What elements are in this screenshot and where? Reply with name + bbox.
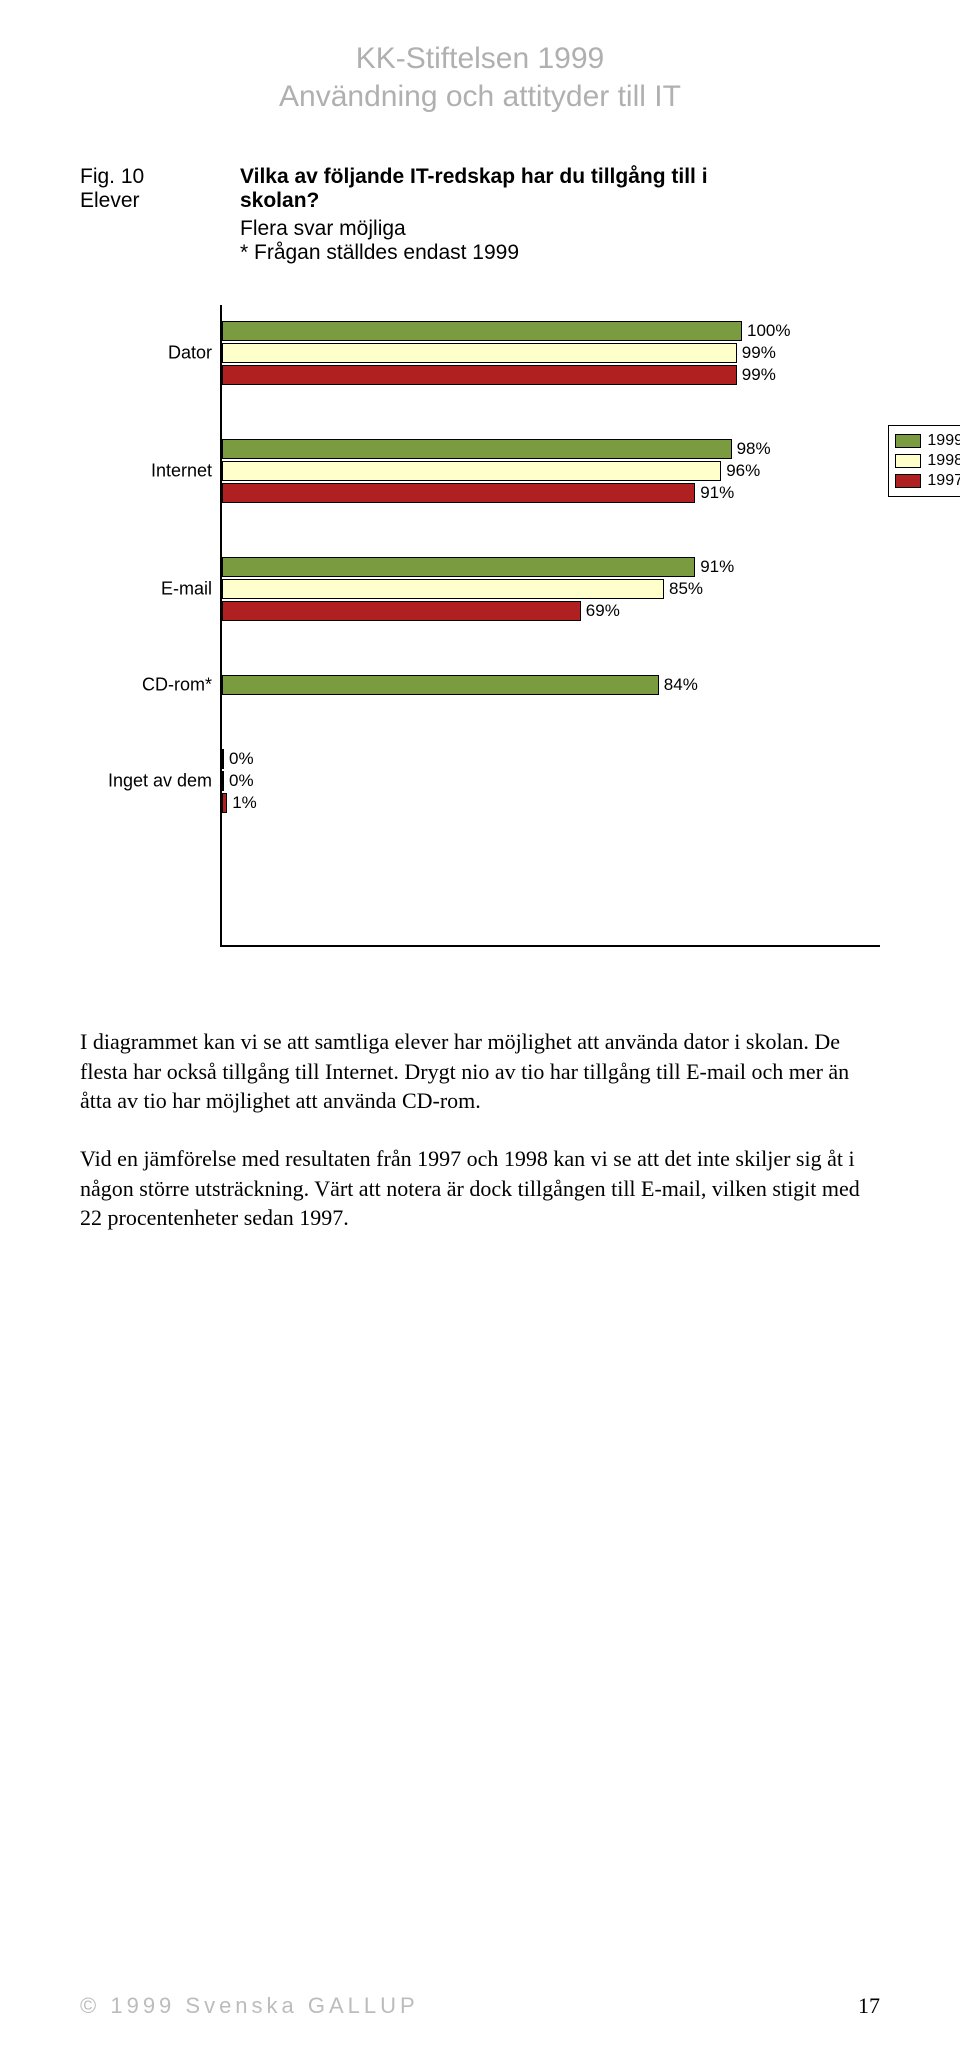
chart-bar-value: 99%	[742, 343, 776, 363]
chart-bar: 91%	[222, 557, 695, 577]
chart-bar: 0%	[222, 771, 224, 791]
figure-title-col: Vilka av följande IT-redskap har du till…	[240, 165, 708, 265]
chart-category-label: Dator	[168, 343, 212, 364]
chart-bar: 98%	[222, 439, 732, 459]
legend-swatch	[895, 454, 921, 468]
legend-row: 1997	[895, 472, 960, 490]
page-footer: © 1999 Svenska GALLUP 17	[80, 1993, 880, 2019]
chart-bar-value: 98%	[737, 439, 771, 459]
legend-swatch	[895, 434, 921, 448]
figure-title-line-1: Vilka av följande IT-redskap har du till…	[240, 165, 708, 189]
header-line-2: Användning och attityder till IT	[80, 78, 880, 116]
bar-chart: Dator Internet E-mail CD-rom* Inget av dem 1…	[80, 305, 880, 947]
chart-bar: 69%	[222, 601, 581, 621]
chart-bar-value: 69%	[586, 601, 620, 621]
page: KK-Stiftelsen 1999 Användning och attity…	[0, 0, 960, 2059]
chart-bar: 0%	[222, 749, 224, 769]
legend-row: 1998	[895, 452, 960, 470]
chart-bar-value: 96%	[726, 461, 760, 481]
chart-bar: 91%	[222, 483, 695, 503]
chart-bar-value: 99%	[742, 365, 776, 385]
chart-bar: 1%	[222, 793, 227, 813]
chart-bar: 99%	[222, 365, 737, 385]
copyright-symbol: ©	[80, 1993, 100, 2018]
chart-bar-value: 91%	[700, 557, 734, 577]
chart-category-label: E-mail	[161, 579, 212, 600]
legend-label: 1997	[927, 472, 960, 490]
legend-label: 1999	[927, 432, 960, 450]
chart-bar-value: 0%	[229, 771, 254, 791]
body-paragraph-1: I diagrammet kan vi se att samtliga elev…	[80, 1027, 880, 1116]
chart-bar-value: 1%	[232, 793, 257, 813]
chart-bar: 85%	[222, 579, 664, 599]
chart-bar: 84%	[222, 675, 659, 695]
chart-bar-value: 0%	[229, 749, 254, 769]
chart-category-label: Inget av dem	[108, 771, 212, 792]
figure-title-line-2: skolan?	[240, 189, 708, 213]
chart-bar-value: 100%	[747, 321, 790, 341]
chart-y-labels: Dator Internet E-mail CD-rom* Inget av dem	[80, 305, 220, 945]
figure-sub-2: Flera svar möjliga	[240, 217, 708, 241]
chart-area: Dator Internet E-mail CD-rom* Inget av dem 1…	[80, 305, 880, 947]
chart-bar: 96%	[222, 461, 721, 481]
legend-row: 1999	[895, 432, 960, 450]
figure-sub-1: Elever	[80, 189, 140, 212]
chart-bar-value: 85%	[669, 579, 703, 599]
chart-bar-value: 84%	[664, 675, 698, 695]
footer-page-number: 17	[858, 1993, 880, 2019]
chart-bar-value: 91%	[700, 483, 734, 503]
chart-legend: 1999 1998 1997	[888, 425, 960, 497]
legend-swatch	[895, 474, 921, 488]
chart-category-label: Internet	[151, 461, 212, 482]
page-header: KK-Stiftelsen 1999 Användning och attity…	[80, 40, 880, 115]
chart-bar: 99%	[222, 343, 737, 363]
figure-sub-3: * Frågan ställdes endast 1999	[240, 241, 708, 265]
footer-left-text: 1999 Svenska GALLUP	[110, 1993, 418, 2018]
chart-plot: 199919981997 100%99%99%98%96%91%91%85%69…	[220, 305, 880, 947]
chart-bar: 100%	[222, 321, 742, 341]
footer-copyright: © 1999 Svenska GALLUP	[80, 1993, 419, 2019]
legend-label: 1998	[927, 452, 960, 470]
figure-heading-block: Fig. 10 Elever Vilka av följande IT-reds…	[80, 165, 880, 265]
chart-category-label: CD-rom*	[142, 675, 212, 696]
body-paragraph-2: Vid en jämförelse med resultaten från 19…	[80, 1144, 880, 1233]
header-line-1: KK-Stiftelsen 1999	[80, 40, 880, 78]
figure-number: Fig. 10	[80, 165, 144, 188]
figure-number-col: Fig. 10 Elever	[80, 165, 240, 265]
